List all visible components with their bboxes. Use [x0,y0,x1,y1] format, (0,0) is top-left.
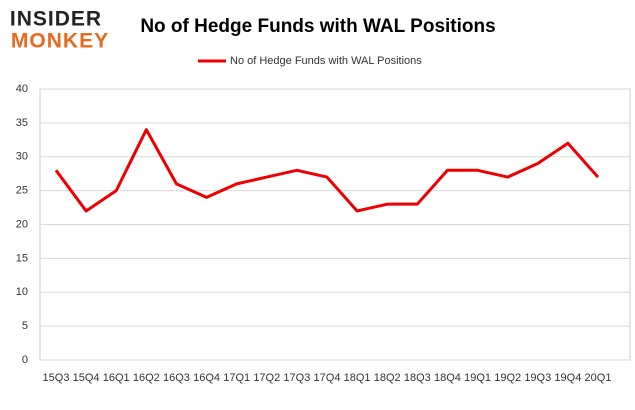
line-series [54,128,600,213]
x-tick-label: 18Q4 [434,372,461,384]
y-tick-label: 10 [16,286,28,298]
x-tick-label: 18Q1 [344,372,371,384]
chart-title: No of Hedge Funds with WAL Positions [140,16,495,37]
y-tick-label: 25 [16,185,28,197]
y-tick-label: 30 [16,151,28,163]
logo-bottom: MONKEY [11,30,109,53]
x-tick-label: 17Q3 [283,372,310,384]
y-tick-label: 40 [16,83,28,95]
logo-top: INSIDER [10,8,102,31]
legend-label: No of Hedge Funds with WAL Positions [230,55,422,67]
x-tick-label: 18Q3 [404,372,431,384]
y-tick-label: 15 [16,252,28,264]
x-tick-label: 16Q1 [103,372,130,384]
x-tick-label: 19Q2 [494,372,521,384]
x-tick-label: 17Q1 [223,372,250,384]
y-tick-label: 0 [22,354,28,366]
x-tick-label: 17Q4 [314,372,341,384]
x-tick-label: 19Q4 [554,372,581,384]
x-tick-label: 16Q2 [133,372,160,384]
x-tick-label: 19Q3 [524,372,551,384]
y-tick-label: 5 [22,320,28,332]
x-tick-label: 19Q1 [464,372,491,384]
x-tick-label: 15Q3 [43,372,70,384]
x-tick-label: 20Q1 [585,372,612,384]
y-tick-label: 20 [16,218,28,230]
x-tick-label: 18Q2 [374,372,401,384]
x-tick-label: 17Q2 [253,372,280,384]
x-tick-label: 15Q4 [73,372,100,384]
x-tick-label: 16Q3 [163,372,190,384]
x-tick-label: 16Q4 [193,372,220,384]
y-tick-label: 35 [16,117,28,129]
